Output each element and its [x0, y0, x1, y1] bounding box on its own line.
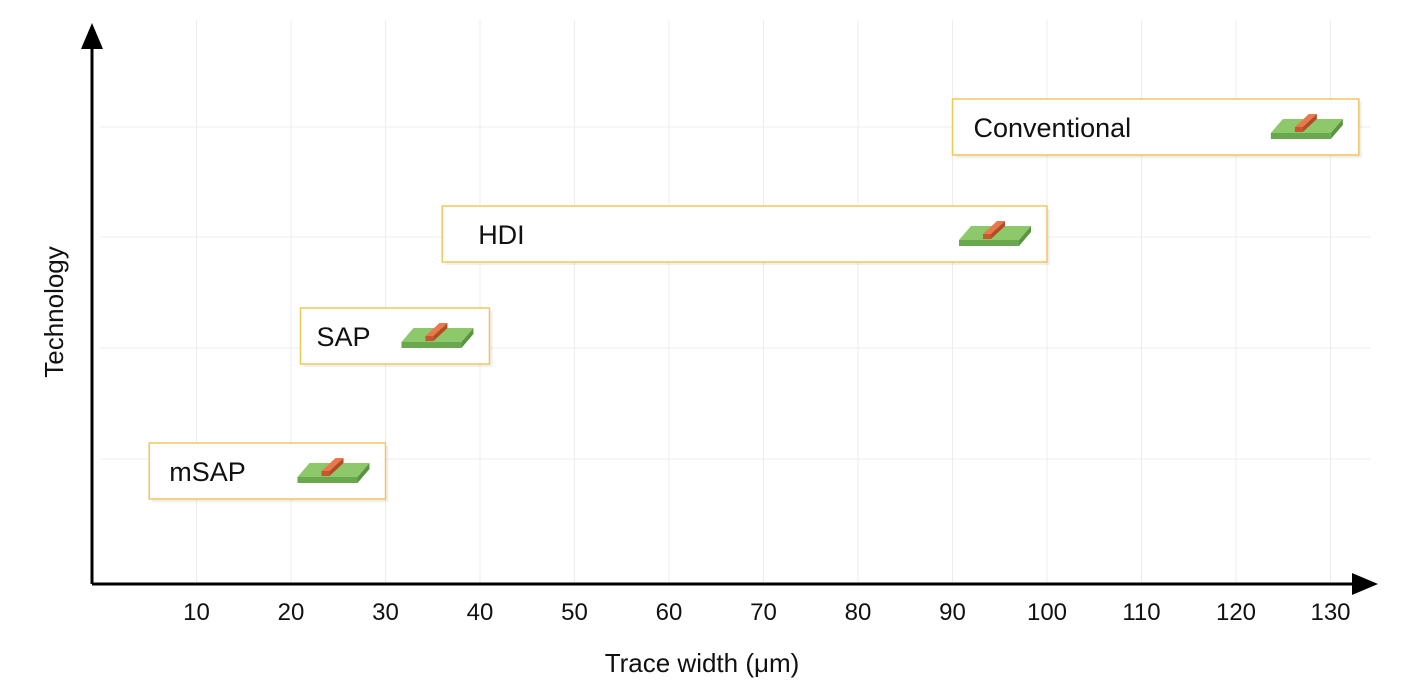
x-tick-label: 40	[467, 599, 494, 626]
x-axis-arrow-icon	[1352, 573, 1378, 595]
pcb-trace-icon	[1270, 114, 1343, 139]
x-tick-label: 110	[1122, 599, 1160, 626]
y-axis-title: Technology	[39, 246, 69, 378]
pcb-trace-icon	[401, 323, 474, 348]
axes	[81, 23, 1378, 595]
range-box	[441, 205, 1048, 263]
range-label: SAP	[316, 322, 370, 352]
x-tick-label: 50	[561, 599, 588, 626]
range-sap: SAP	[299, 307, 493, 367]
x-tick-label: 130	[1310, 599, 1350, 626]
x-tick-label: 120	[1216, 599, 1256, 626]
x-tick-label: 20	[278, 599, 305, 626]
range-label: mSAP	[169, 457, 246, 487]
x-axis-title: Trace width (μm)	[605, 648, 800, 678]
x-tick-label: 80	[845, 599, 872, 626]
range-conventional: Conventional	[951, 98, 1362, 158]
x-tick-label: 70	[750, 599, 777, 626]
technology-ranges: mSAP SAP HDI Conventional	[148, 98, 1362, 502]
range-msap: mSAP	[148, 442, 389, 502]
pcb-trace-icon	[297, 458, 370, 483]
pcb-trace-icon	[959, 221, 1031, 246]
range-label: Conventional	[974, 113, 1132, 143]
x-tick-label: 10	[183, 599, 210, 626]
x-tick-label: 100	[1027, 599, 1067, 626]
x-tick-labels: 10 20 30 40 50 60 70 80 90 100 110 120 130	[183, 599, 1350, 626]
range-hdi: HDI	[441, 205, 1050, 265]
x-tick-label: 90	[939, 599, 966, 626]
range-label: HDI	[478, 220, 525, 250]
x-tick-label: 60	[656, 599, 683, 626]
x-tick-label: 30	[372, 599, 399, 626]
y-axis-arrow-icon	[81, 23, 103, 49]
